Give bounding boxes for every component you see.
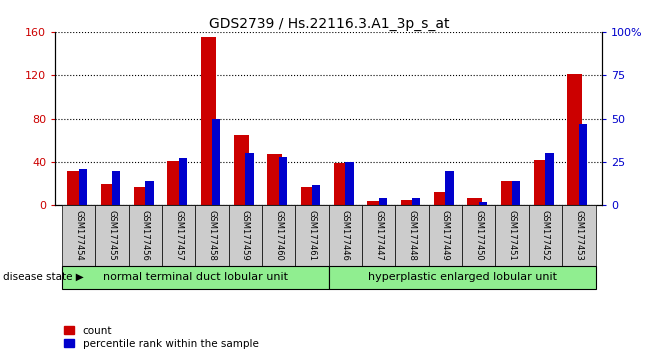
Bar [546, 153, 553, 205]
Text: GSM177458: GSM177458 [208, 210, 217, 261]
Bar [234, 135, 249, 205]
Text: normal terminal duct lobular unit: normal terminal duct lobular unit [103, 272, 288, 282]
Text: GSM177447: GSM177447 [374, 210, 383, 261]
Text: GSM177457: GSM177457 [174, 210, 183, 261]
Text: GSM177450: GSM177450 [475, 210, 483, 261]
Bar [367, 201, 382, 205]
Bar [100, 184, 115, 205]
Bar [579, 124, 587, 205]
Text: GSM177453: GSM177453 [574, 210, 583, 261]
Bar [345, 162, 353, 205]
Bar [478, 202, 487, 205]
Text: GSM177459: GSM177459 [241, 210, 250, 261]
Bar [79, 169, 87, 205]
Text: GSM177451: GSM177451 [508, 210, 517, 261]
Text: disease state ▶: disease state ▶ [3, 272, 84, 282]
Bar [212, 119, 220, 205]
Bar [467, 198, 482, 205]
Bar [412, 198, 421, 205]
Text: GSM177456: GSM177456 [141, 210, 150, 261]
Bar [268, 154, 283, 205]
Bar [167, 161, 182, 205]
Text: GSM177452: GSM177452 [541, 210, 550, 261]
Text: hyperplastic enlarged lobular unit: hyperplastic enlarged lobular unit [368, 272, 557, 282]
Text: GSM177455: GSM177455 [107, 210, 117, 261]
Bar [145, 181, 154, 205]
Text: GSM177446: GSM177446 [341, 210, 350, 261]
Bar [312, 184, 320, 205]
Bar [501, 182, 516, 205]
Bar [301, 187, 316, 205]
Bar [112, 171, 120, 205]
Bar [67, 171, 82, 205]
Text: GSM177449: GSM177449 [441, 210, 450, 261]
Bar [512, 181, 520, 205]
Bar [178, 159, 187, 205]
Text: GSM177460: GSM177460 [274, 210, 283, 261]
Bar [534, 160, 549, 205]
Bar [245, 153, 254, 205]
Bar [379, 198, 387, 205]
Bar [134, 187, 149, 205]
Bar [201, 37, 215, 205]
Bar [279, 157, 287, 205]
Bar [434, 192, 449, 205]
Bar [400, 200, 415, 205]
Bar [445, 171, 454, 205]
Legend: count, percentile rank within the sample: count, percentile rank within the sample [64, 326, 258, 349]
Bar [334, 163, 349, 205]
Title: GDS2739 / Hs.22116.3.A1_3p_s_at: GDS2739 / Hs.22116.3.A1_3p_s_at [208, 17, 449, 31]
Text: GSM177454: GSM177454 [74, 210, 83, 261]
Text: GSM177448: GSM177448 [408, 210, 417, 261]
Bar [567, 74, 583, 205]
Text: GSM177461: GSM177461 [307, 210, 316, 261]
